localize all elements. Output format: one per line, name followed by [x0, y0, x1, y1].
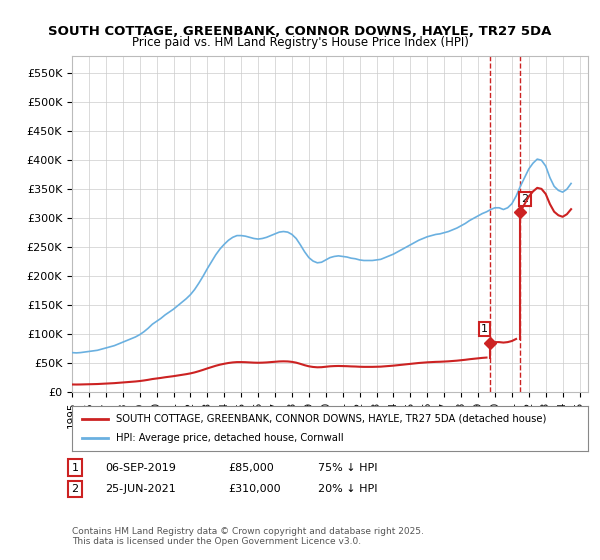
Text: 20% ↓ HPI: 20% ↓ HPI: [318, 484, 377, 494]
Text: 75% ↓ HPI: 75% ↓ HPI: [318, 463, 377, 473]
Text: Contains HM Land Registry data © Crown copyright and database right 2025.
This d: Contains HM Land Registry data © Crown c…: [72, 526, 424, 546]
Text: SOUTH COTTAGE, GREENBANK, CONNOR DOWNS, HAYLE, TR27 5DA (detached house): SOUTH COTTAGE, GREENBANK, CONNOR DOWNS, …: [116, 413, 546, 423]
Text: 25-JUN-2021: 25-JUN-2021: [105, 484, 176, 494]
Text: SOUTH COTTAGE, GREENBANK, CONNOR DOWNS, HAYLE, TR27 5DA: SOUTH COTTAGE, GREENBANK, CONNOR DOWNS, …: [49, 25, 551, 38]
Text: 2: 2: [521, 194, 529, 204]
Text: 1: 1: [71, 463, 79, 473]
Text: 2: 2: [71, 484, 79, 494]
Text: Price paid vs. HM Land Registry's House Price Index (HPI): Price paid vs. HM Land Registry's House …: [131, 36, 469, 49]
Text: 1: 1: [481, 324, 488, 334]
Text: £310,000: £310,000: [228, 484, 281, 494]
Text: £85,000: £85,000: [228, 463, 274, 473]
Text: 06-SEP-2019: 06-SEP-2019: [105, 463, 176, 473]
Text: HPI: Average price, detached house, Cornwall: HPI: Average price, detached house, Corn…: [116, 433, 343, 444]
